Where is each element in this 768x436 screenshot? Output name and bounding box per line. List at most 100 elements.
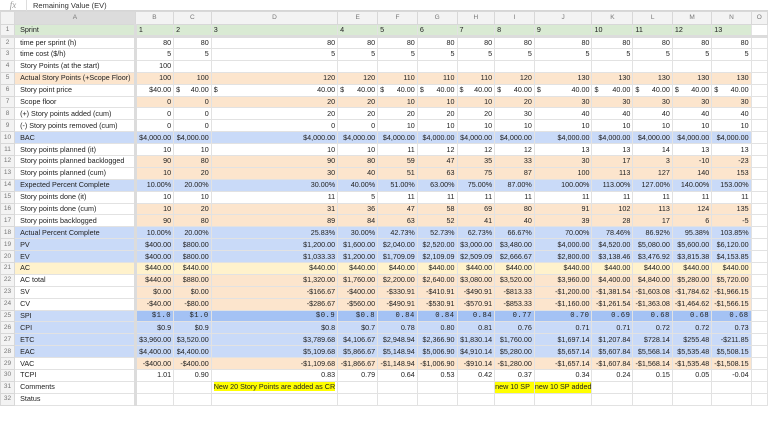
cell[interactable]: 0.37 xyxy=(494,369,535,382)
cell[interactable]: 80 xyxy=(711,36,752,49)
cell[interactable]: 20 xyxy=(337,107,379,121)
column-header-b[interactable]: B xyxy=(134,11,175,25)
cell[interactable]: 30 xyxy=(533,95,593,109)
cell-column-o[interactable] xyxy=(750,48,768,61)
cell-column-o[interactable] xyxy=(750,95,768,109)
cell[interactable]: 127.00% xyxy=(632,178,673,192)
cell[interactable]: $4,000.00 xyxy=(494,131,535,145)
cell[interactable]: 11 xyxy=(416,190,458,204)
cell[interactable]: 33 xyxy=(494,155,535,168)
cell[interactable]: 0 xyxy=(173,119,212,133)
row-header-24[interactable]: 24 xyxy=(0,297,16,311)
cell-column-o[interactable] xyxy=(750,345,768,359)
cell[interactable] xyxy=(533,392,593,406)
cell[interactable]: $1,709.09 xyxy=(377,250,418,264)
cell[interactable] xyxy=(416,392,458,406)
cell[interactable]: $4,000.00 xyxy=(337,131,379,145)
cell[interactable]: $4,520.00 xyxy=(591,238,634,252)
cell[interactable]: 80 xyxy=(134,36,175,49)
cell[interactable]: -$560.00 xyxy=(337,297,379,311)
cell-column-o[interactable] xyxy=(750,380,768,394)
cell[interactable]: 52 xyxy=(416,214,458,228)
cell[interactable]: 0.68 xyxy=(632,309,673,323)
cell[interactable]: 10 xyxy=(632,119,673,133)
cell[interactable]: 80 xyxy=(377,36,418,49)
cell[interactable]: 11 xyxy=(632,190,673,204)
cell[interactable]: $1,600.00 xyxy=(337,238,379,252)
cell[interactable] xyxy=(377,59,418,73)
row-header-7[interactable]: 7 xyxy=(0,95,16,109)
cell[interactable] xyxy=(456,392,496,406)
cell[interactable]: 0.15 xyxy=(632,369,673,382)
cell-column-o[interactable] xyxy=(750,36,768,49)
cell-column-o[interactable] xyxy=(750,131,768,145)
row-header-22[interactable]: 22 xyxy=(0,273,16,287)
cell[interactable] xyxy=(337,392,379,406)
cell[interactable]: 0.69 xyxy=(591,309,634,323)
cell[interactable]: $4,000.00 xyxy=(456,131,496,145)
cell[interactable] xyxy=(494,59,535,73)
cell[interactable]: 2 xyxy=(173,24,212,38)
row-label[interactable]: Story points done (cum) xyxy=(14,202,137,216)
cell[interactable]: $4,000.00 xyxy=(377,131,418,145)
column-header-g[interactable]: G xyxy=(416,11,458,25)
cell[interactable]: -$80.00 xyxy=(173,297,212,311)
cell[interactable]: 20 xyxy=(173,166,212,180)
cell[interactable]: -$1,280.00 xyxy=(494,357,535,371)
cell[interactable]: 13 xyxy=(591,143,634,157)
cell[interactable]: $2,109.09 xyxy=(416,250,458,264)
cell[interactable]: $0.8 xyxy=(210,321,339,335)
row-label[interactable]: Status xyxy=(14,392,137,406)
cell[interactable]: -$1,381.54 xyxy=(591,285,634,299)
cell[interactable]: 0.84 xyxy=(416,309,458,323)
cell[interactable] xyxy=(671,392,713,406)
cell[interactable]: 10 xyxy=(416,95,458,109)
cell[interactable]: 12 xyxy=(456,143,496,157)
cell[interactable]: $40.00 xyxy=(210,83,339,97)
cell[interactable] xyxy=(632,59,673,73)
cell[interactable]: 80 xyxy=(533,36,593,49)
cell[interactable]: $440.00 xyxy=(494,262,535,275)
cell[interactable]: 30.00% xyxy=(337,226,379,240)
cell[interactable]: 0.84 xyxy=(456,309,496,323)
cell[interactable]: 51 xyxy=(377,166,418,180)
cell[interactable]: 14 xyxy=(632,143,673,157)
cell[interactable]: 5 xyxy=(377,24,418,38)
row-header-8[interactable]: 8 xyxy=(0,107,16,121)
row-label[interactable]: Expected Percent Complete xyxy=(14,178,137,192)
row-label[interactable]: time cost ($/h) xyxy=(14,48,137,61)
cell[interactable]: 20 xyxy=(337,95,379,109)
cell-column-o[interactable] xyxy=(750,250,768,264)
cell[interactable]: $6,120.00 xyxy=(711,238,752,252)
cell[interactable]: 1 xyxy=(134,24,175,38)
cell[interactable]: -$211.85 xyxy=(711,333,752,347)
cell[interactable]: $0.9 xyxy=(173,321,212,335)
row-header-18[interactable]: 18 xyxy=(0,226,16,240)
cell[interactable]: 20 xyxy=(210,107,339,121)
cell[interactable]: 100 xyxy=(134,71,175,85)
cell[interactable]: 63 xyxy=(377,214,418,228)
cell[interactable]: $1,200.00 xyxy=(337,250,379,264)
cell[interactable]: 10 xyxy=(416,119,458,133)
cell[interactable] xyxy=(632,392,673,406)
cell[interactable]: -$1,866.67 xyxy=(337,357,379,371)
cell[interactable]: $2,948.94 xyxy=(377,333,418,347)
row-label[interactable]: BAC xyxy=(14,131,137,145)
cell[interactable]: -$1,200.00 xyxy=(533,285,593,299)
cell[interactable]: $4,000.00 xyxy=(533,131,593,145)
cell[interactable]: 0 xyxy=(173,95,212,109)
cell[interactable]: 13 xyxy=(711,24,752,38)
cell[interactable]: 62.73% xyxy=(456,226,496,240)
cell[interactable]: 80 xyxy=(173,155,212,168)
row-label[interactable]: (-) Story points removed (cum) xyxy=(14,119,137,133)
cell[interactable]: 12 xyxy=(416,143,458,157)
cell[interactable]: 127 xyxy=(632,166,673,180)
cell[interactable]: 0.24 xyxy=(591,369,634,382)
row-label[interactable]: time per sprint (h) xyxy=(14,36,137,49)
cell-column-o[interactable] xyxy=(750,190,768,204)
cell[interactable]: 63 xyxy=(416,166,458,180)
cell[interactable]: 95.38% xyxy=(671,226,713,240)
cell[interactable]: $4,153.85 xyxy=(711,250,752,264)
column-header-m[interactable]: M xyxy=(671,11,713,25)
row-label[interactable]: EAC xyxy=(14,345,137,359)
